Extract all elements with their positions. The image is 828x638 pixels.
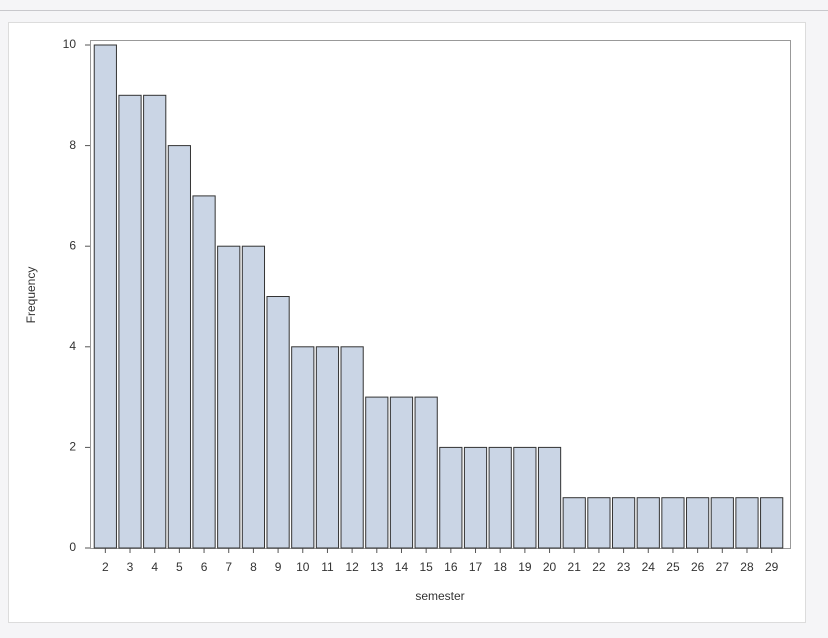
bar xyxy=(710,497,734,549)
y-tick-label: 6 xyxy=(69,238,76,252)
bar xyxy=(93,44,117,549)
x-tick-label: 11 xyxy=(321,560,334,574)
bar xyxy=(537,446,562,549)
x-tick-label: 14 xyxy=(395,560,409,574)
bar xyxy=(365,396,389,549)
y-tick-label: 10 xyxy=(63,37,77,51)
x-tick-label: 25 xyxy=(666,560,680,574)
x-tick-label: 15 xyxy=(419,560,433,574)
x-tick-label: 5 xyxy=(176,560,183,574)
x-tick-label: 21 xyxy=(568,560,582,574)
bar xyxy=(488,446,512,549)
y-axis-label: Frequency xyxy=(24,267,38,324)
bar xyxy=(266,296,290,549)
bar xyxy=(463,446,488,549)
bar xyxy=(241,245,266,549)
y-tick-label: 2 xyxy=(69,440,76,454)
bar xyxy=(118,94,142,549)
x-tick-label: 9 xyxy=(275,560,282,574)
bar xyxy=(291,346,315,549)
bar xyxy=(192,195,216,549)
x-tick-label: 27 xyxy=(716,560,730,574)
plot-frame xyxy=(90,40,791,549)
bar xyxy=(611,497,636,549)
y-tick-label: 0 xyxy=(69,540,76,554)
x-tick-label: 17 xyxy=(469,560,483,574)
x-tick-label: 7 xyxy=(225,560,232,574)
x-tick-label: 2 xyxy=(102,560,109,574)
bar xyxy=(686,497,710,549)
bar xyxy=(735,497,759,549)
bar xyxy=(143,94,167,549)
bar xyxy=(389,396,414,549)
x-tick-label: 13 xyxy=(370,560,384,574)
x-tick-label: 22 xyxy=(592,560,606,574)
x-tick-label: 26 xyxy=(691,560,705,574)
bar xyxy=(217,245,241,549)
x-tick-label: 29 xyxy=(765,560,779,574)
x-tick-label: 12 xyxy=(345,560,359,574)
x-tick-label: 10 xyxy=(296,560,310,574)
x-tick-label: 19 xyxy=(518,560,532,574)
bar xyxy=(760,497,784,549)
x-tick-label: 18 xyxy=(494,560,508,574)
x-axis-label: semester xyxy=(415,589,464,603)
bar xyxy=(587,497,611,549)
x-tick-label: 24 xyxy=(642,560,656,574)
x-tick-label: 16 xyxy=(444,560,458,574)
bar xyxy=(315,346,340,549)
y-tick-label: 4 xyxy=(69,339,76,353)
x-tick-label: 28 xyxy=(740,560,754,574)
x-tick-label: 4 xyxy=(151,560,158,574)
bar xyxy=(636,497,660,549)
bar xyxy=(340,346,364,549)
x-tick-label: 20 xyxy=(543,560,557,574)
y-tick-label: 8 xyxy=(69,138,76,152)
x-tick-label: 23 xyxy=(617,560,631,574)
x-tick-label: 3 xyxy=(127,560,134,574)
bar xyxy=(167,145,191,549)
x-tick-label: 8 xyxy=(250,560,257,574)
x-tick-label: 6 xyxy=(201,560,208,574)
bar xyxy=(439,446,463,549)
bar xyxy=(562,497,586,549)
bar xyxy=(513,446,537,549)
bar xyxy=(661,497,685,549)
bar xyxy=(414,396,438,549)
